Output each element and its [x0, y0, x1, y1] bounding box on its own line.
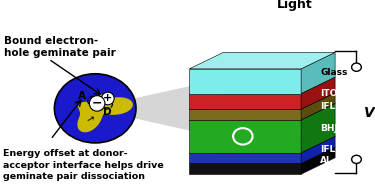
Polygon shape: [189, 109, 301, 120]
Polygon shape: [77, 94, 133, 132]
Polygon shape: [189, 69, 301, 94]
Text: ITO: ITO: [320, 89, 338, 98]
Text: +: +: [103, 94, 112, 103]
Polygon shape: [301, 93, 335, 120]
Text: Al: Al: [320, 156, 330, 165]
Text: A: A: [78, 91, 86, 101]
Text: D: D: [102, 107, 111, 117]
Text: Energy offset at donor-
acceptor interface helps drive
geminate pair dissociatio: Energy offset at donor- acceptor interfa…: [3, 149, 164, 181]
Polygon shape: [189, 77, 335, 94]
Polygon shape: [189, 136, 335, 153]
Polygon shape: [134, 85, 193, 131]
Polygon shape: [189, 163, 301, 174]
Circle shape: [352, 155, 362, 163]
Text: Light: Light: [277, 0, 313, 11]
Text: Glass: Glass: [320, 68, 347, 77]
Polygon shape: [301, 103, 335, 153]
Text: −: −: [92, 97, 102, 110]
Polygon shape: [189, 52, 335, 69]
Text: →: →: [85, 114, 98, 126]
Text: IFL: IFL: [320, 145, 335, 154]
Polygon shape: [301, 52, 335, 94]
Polygon shape: [189, 94, 301, 109]
Text: V: V: [364, 106, 375, 120]
Polygon shape: [301, 147, 335, 174]
Polygon shape: [301, 136, 335, 163]
Text: Bound electron-
hole geminate pair: Bound electron- hole geminate pair: [4, 36, 116, 58]
Text: IFL: IFL: [320, 102, 335, 111]
Polygon shape: [189, 153, 301, 163]
Polygon shape: [189, 147, 335, 163]
Text: BHJ: BHJ: [320, 124, 338, 133]
Circle shape: [54, 74, 136, 143]
Circle shape: [352, 63, 362, 71]
Polygon shape: [301, 77, 335, 109]
Polygon shape: [189, 103, 335, 120]
Polygon shape: [189, 120, 301, 153]
Polygon shape: [189, 93, 335, 109]
